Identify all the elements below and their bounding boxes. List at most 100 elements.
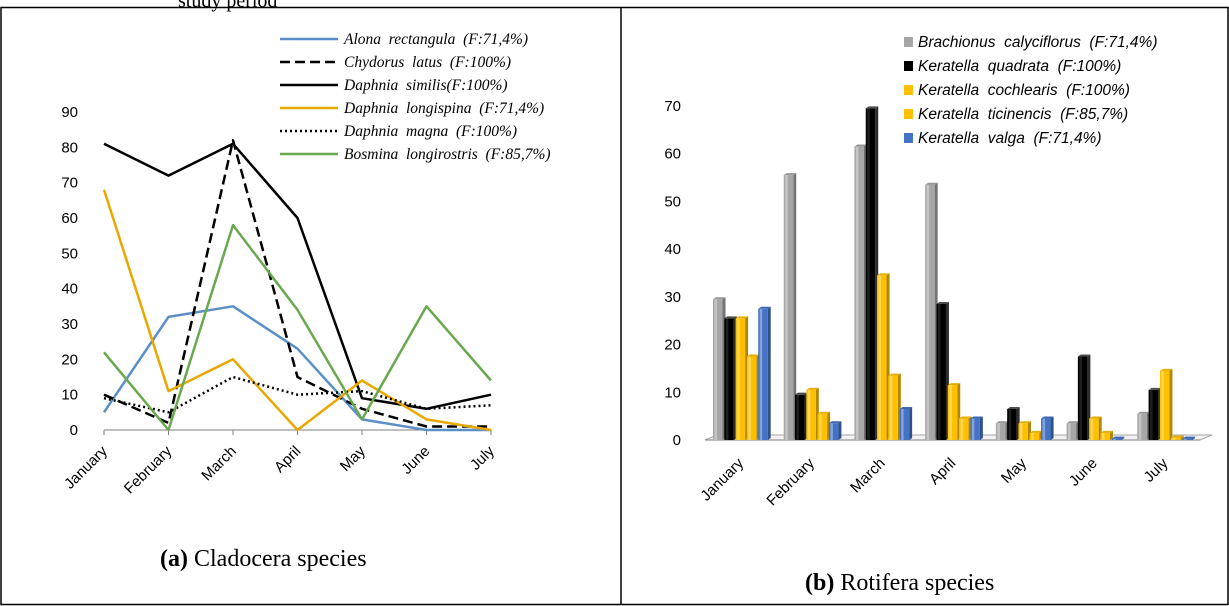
panel-b-x-ticks: January February March April May June July [697, 454, 1171, 509]
legend-swatch-keratella-ticinencis-f-85-7 [904, 109, 913, 119]
panel-b-legend: Brachionus calyciflorus (F:71,4%) Keratel… [904, 34, 1157, 147]
bar-keratella-valga-f-71-4-february [828, 421, 842, 440]
bar-keratella-quadrata-f-100-march [865, 106, 879, 440]
legend-swatch-brachionus-calyciflorus-f-71-4 [904, 37, 913, 47]
panel-a-y-ticks: 0 10 20 30 40 50 60 70 80 90 [61, 104, 78, 439]
bar-keratella-quadrata-f-100-april [936, 302, 949, 440]
series-line-daphnia-magna-f-100 [103, 375, 492, 414]
panel-b-y-tick-label: 20 [664, 337, 681, 354]
panel-b-x-tick-label: July [1141, 454, 1172, 485]
panel-a-x-tick-label: March [198, 443, 239, 484]
bar-keratella-quadrata-f-100-february [795, 392, 808, 440]
panel-b-caption-letter: (b) [805, 570, 834, 596]
panel-a-y-tick-label: 40 [61, 281, 78, 298]
bar-keratella-valga-f-71-4-may [1041, 416, 1054, 440]
panel-a-y-tick-label: 0 [70, 422, 78, 439]
panel-a-y-tick-label: 80 [61, 139, 78, 156]
bar-keratella-cochlearis-f-100-june [1089, 416, 1102, 440]
panel-b-y-tick-label: 60 [664, 146, 681, 163]
bar-keratella-cochlearis-f-100-march [877, 273, 890, 440]
series-line-alona-rectangula-f-71-4 [102, 305, 491, 432]
panel-b-y-tick-label: 50 [664, 193, 681, 210]
panel-a-x-ticks: January February March April May June July [61, 430, 498, 497]
panel-a-y-tick-label: 30 [61, 316, 78, 333]
legend-label-keratella-valga-f-71-4: Keratella valga (F:71,4%) [918, 130, 1102, 147]
bar-keratella-valga-f-71-4-june [1111, 436, 1125, 440]
panel-a-x-tick-label: July [467, 442, 498, 473]
bar-keratella-valga-f-71-4-april [970, 416, 983, 440]
panel-a-x-tick-label: February [121, 442, 176, 497]
legend-label-keratella-ticinencis-f-85-7: Keratella ticinencis (F:85,7%) [918, 106, 1128, 123]
bar-keratella-cochlearis-f-100-january [735, 316, 749, 440]
panel-b-rotifera-chart: 0 10 20 30 40 50 60 70 January February March Apri… [664, 34, 1213, 596]
panel-a-y-tick-label: 10 [61, 387, 78, 404]
panel-b-x-tick-label: April [926, 455, 959, 488]
panel-b-y-tick-label: 70 [664, 98, 681, 115]
series-line-daphnia-longispina-f-71-4 [102, 189, 492, 432]
panel-b-x-tick-label: January [697, 454, 747, 504]
bar-keratella-ticinencis-f-85-7-april [959, 416, 972, 440]
panel-a-x-tick-label: May [337, 442, 369, 474]
bar-keratella-ticinencis-f-85-7-june [1100, 430, 1113, 440]
panel-b-y-tick-label: 40 [664, 241, 681, 258]
panel-b-bars [713, 106, 1195, 441]
bar-keratella-ticinencis-f-85-7-january [746, 354, 760, 440]
bar-keratella-ticinencis-f-85-7-may [1029, 430, 1043, 440]
series-line-chydorus-latus-f-100 [103, 139, 491, 428]
bar-brachionus-calyciflorus-f-71-4-may [995, 421, 1009, 440]
bar-brachionus-calyciflorus-f-71-4-june [1066, 421, 1080, 440]
panel-b-y-tick-label: 0 [673, 432, 681, 449]
bar-brachionus-calyciflorus-f-71-4-april [925, 182, 938, 440]
panel-a-caption: (a) Cladocera species [160, 546, 367, 572]
legend-swatch-keratella-quadrata-f-100 [904, 61, 913, 71]
legend-label-keratella-cochlearis-f-100: Keratella cochlearis (F:100%) [918, 82, 1130, 99]
bar-brachionus-calyciflorus-f-71-4-march [854, 144, 867, 441]
legend-label-daphnia-longispina-f-71-4: Daphnia longispina (F:71,4%) [343, 100, 544, 117]
panel-a-x-tick-label: June [398, 443, 433, 478]
panel-b-x-tick-label: February [763, 454, 818, 509]
bar-brachionus-calyciflorus-f-71-4-january [713, 297, 726, 440]
bar-keratella-ticinencis-f-85-7-july [1171, 435, 1184, 440]
panel-a-y-tick-label: 60 [61, 210, 78, 227]
panel-a-legend: Alona rectangula (F:71,4%) Chydorus latus… [280, 31, 551, 163]
bar-keratella-valga-f-71-4-january [758, 306, 771, 440]
bar-keratella-ticinencis-f-85-7-february [817, 411, 831, 440]
bar-keratella-cochlearis-f-100-february [806, 387, 819, 440]
bar-keratella-quadrata-f-100-june [1077, 354, 1091, 440]
panel-b-caption: (b) Rotifera species [805, 570, 994, 596]
bar-keratella-quadrata-f-100-may [1007, 406, 1020, 440]
series-line-bosmina-longirostris-f-85-7 [103, 223, 492, 432]
legend-label-alona-rectangula-f-71-4: Alona rectangula (F:71,4%) [343, 31, 528, 48]
legend-swatch-keratella-cochlearis-f-100 [904, 85, 913, 95]
bar-keratella-quadrata-f-100-january [724, 316, 737, 440]
panel-a-x-tick-label: January [61, 442, 111, 492]
bar-brachionus-calyciflorus-f-71-4-july [1137, 411, 1150, 440]
legend-label-brachionus-calyciflorus-f-71-4: Brachionus calyciflorus (F:71,4%) [918, 34, 1157, 51]
bar-keratella-valga-f-71-4-july [1182, 436, 1195, 440]
panel-b-y-tick-label: 30 [664, 289, 681, 306]
panel-a-y-tick-label: 90 [61, 104, 78, 121]
panel-a-x-tick-label: April [271, 443, 304, 476]
panel-a-cladocera-chart: 0 10 20 30 40 50 60 70 80 90 January February March… [61, 31, 550, 572]
page-header-fragment: study period [178, 0, 277, 12]
panel-a-series-lines [102, 139, 492, 432]
legend-swatch-keratella-valga-f-71-4 [904, 133, 913, 143]
legend-label-chydorus-latus-f-100: Chydorus latus (F:100%) [344, 54, 511, 71]
bar-keratella-cochlearis-f-100-april [947, 383, 961, 440]
panel-a-y-tick-label: 20 [61, 351, 78, 368]
panel-b-y-tick-label: 10 [664, 384, 681, 401]
figure-frame [0, 6, 1229, 606]
panel-b-caption-text: Rotifera species [834, 570, 994, 596]
panel-b-x-tick-label: March [847, 455, 888, 496]
panel-b-y-ticks: 0 10 20 30 40 50 60 70 [664, 98, 681, 449]
series-line-daphnia-similis-f-100 [103, 142, 492, 411]
panel-a-caption-letter: (a) [160, 546, 188, 572]
legend-label-daphnia-similis-f-100: Daphnia similis(F:100%) [343, 77, 508, 94]
panel-a-caption-text: Cladocera species [188, 546, 367, 572]
legend-label-keratella-quadrata-f-100: Keratella quadrata (F:100%) [918, 58, 1121, 75]
bar-keratella-cochlearis-f-100-july [1159, 368, 1173, 440]
bar-keratella-valga-f-71-4-march [899, 406, 913, 440]
bar-brachionus-calyciflorus-f-71-4-february [783, 173, 797, 440]
bar-keratella-cochlearis-f-100-may [1018, 421, 1031, 440]
